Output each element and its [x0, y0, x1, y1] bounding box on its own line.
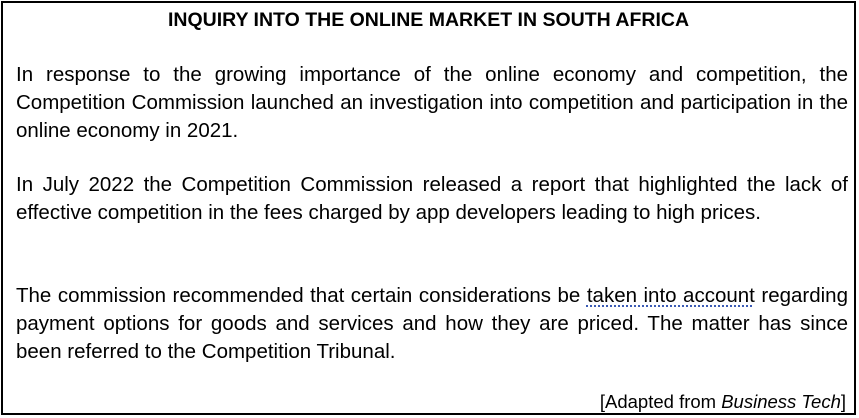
source-prefix: [Adapted from	[599, 391, 722, 412]
paragraph-1: In response to the growing importance of…	[16, 63, 848, 142]
paragraph-2: In July 2022 the Competition Commission …	[16, 173, 848, 224]
paragraph-3-end: regarding payment options for goods and …	[16, 284, 848, 363]
case-study-title: INQUIRY INTO THE ONLINE MARKET IN SOUTH …	[167, 9, 690, 31]
source-citation: [Adapted from Business Tech]	[600, 390, 846, 414]
paragraph-3: The commission recommended that certain …	[16, 282, 848, 366]
source-suffix: ]	[840, 391, 846, 412]
grammar-flagged-phrase[interactable]: taken into account	[586, 284, 755, 307]
paragraph-3-start: The commission recommended that certain …	[16, 284, 587, 307]
source-publication: Business Tech	[721, 391, 841, 412]
